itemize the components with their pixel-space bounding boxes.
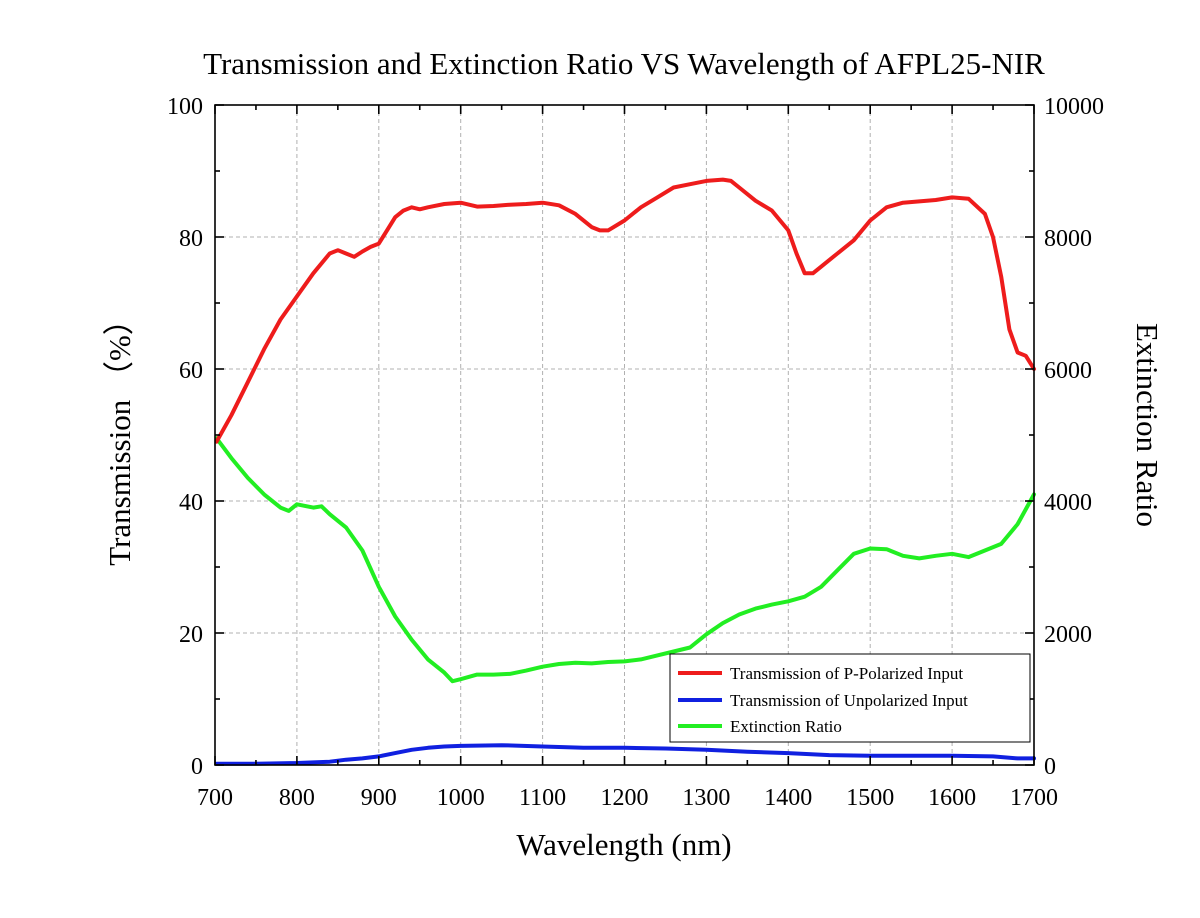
series-line-unpolarized <box>214 743 1036 766</box>
y-tick-label: 20 <box>179 622 203 648</box>
x-tick-label: 1100 <box>519 785 566 811</box>
grid <box>215 105 1034 765</box>
x-tick-label: 1500 <box>846 785 894 811</box>
series-line-extinction-ratio <box>214 436 1036 684</box>
y-tick-label: 60 <box>179 358 203 384</box>
y2-tick-label: 2000 <box>1044 622 1092 648</box>
x-tick-label: 700 <box>197 785 233 811</box>
x-axis-label: Wavelength (nm) <box>516 827 731 862</box>
x-tick-label: 1300 <box>682 785 730 811</box>
x-tick-label: 900 <box>361 785 397 811</box>
y2-tick-label: 8000 <box>1044 226 1092 252</box>
chart-title: Transmission and Extinction Ratio VS Wav… <box>203 46 1045 81</box>
legend-label-unpolarized: Transmission of Unpolarized Input <box>730 691 968 710</box>
y-axis-label: Transmission （%） <box>102 304 137 566</box>
y2-tick-label: 10000 <box>1044 94 1104 120</box>
axis-ticks: 700 800 900 1000 1100 1200 1300 1400 1500 1600 170… <box>167 94 1104 811</box>
legend-label-p-polarized: Transmission of P-Polarized Input <box>730 664 963 683</box>
series-line-p-polarized <box>214 177 1036 444</box>
plot-series <box>214 177 1036 766</box>
legend: Transmission of P-Polarized Input Transm… <box>669 653 1031 743</box>
y2-tick-label: 6000 <box>1044 358 1092 384</box>
x-tick-label: 800 <box>279 785 315 811</box>
y-tick-label: 0 <box>191 754 203 780</box>
legend-box <box>669 653 1031 743</box>
x-tick-label: 1700 <box>1010 785 1058 811</box>
legend-label-extinction-ratio: Extinction Ratio <box>730 717 842 736</box>
y2-tick-label: 4000 <box>1044 490 1092 516</box>
y-tick-label: 80 <box>179 226 203 252</box>
y-tick-label: 100 <box>167 94 203 120</box>
y2-axis-label: Extinction Ratio <box>1130 323 1165 527</box>
y2-tick-label: 0 <box>1044 754 1056 780</box>
x-tick-label: 1000 <box>437 785 485 811</box>
x-tick-label: 1600 <box>928 785 976 811</box>
x-tick-label: 1400 <box>764 785 812 811</box>
x-tick-label: 1200 <box>601 785 649 811</box>
y-tick-label: 40 <box>179 490 203 516</box>
